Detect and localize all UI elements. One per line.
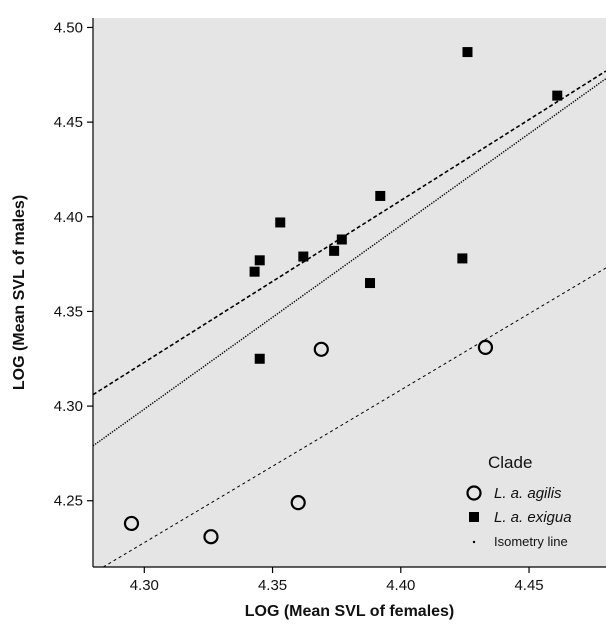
y-tick-label-3: 4.40 [54,209,83,226]
fit-lines [93,70,606,567]
point-exigua-9 [457,253,468,264]
legend-marker-agilis [466,485,482,501]
line-dashed-0 [93,70,606,396]
plot-area [93,18,606,567]
x-tick-label-2: 4.40 [386,577,415,594]
line-fine-dashed-2 [103,267,606,567]
point-exigua-8 [375,190,386,201]
point-agilis-1 [203,529,219,545]
legend-label-agilis: L. a. agilis [494,485,562,502]
y-tick-label-4: 4.45 [54,114,83,131]
point-exigua-4 [298,251,309,262]
y-tick-label-5: 4.50 [54,19,83,36]
point-agilis-2 [290,495,306,511]
point-agilis-0 [123,515,140,532]
y-tick-label-1: 4.30 [54,398,83,415]
legend-label-isometry: Isometry line [494,534,568,549]
point-agilis-4 [477,339,494,355]
legend: Clade L. a. agilis L. a. exigua Isometry… [466,453,572,549]
point-exigua-5 [329,245,340,256]
line-dotted-1 [93,78,606,447]
x-tick-label-3: 4.45 [514,577,543,594]
legend-marker-exigua [469,512,479,522]
point-exigua-3 [275,217,286,228]
x-axis-title: LOG (Mean SVL of females) [245,603,455,620]
y-axis-title: LOG (Mean SVL of males) [11,195,28,390]
point-exigua-10 [462,47,473,58]
point-exigua-7 [365,278,376,289]
axes: 4.30 4.35 4.40 4.45 4.25 4.30 4.35 4.40 4.45 4.50 [54,18,606,594]
y-tick-label-2: 4.35 [54,303,83,320]
x-tick-label-0: 4.30 [130,577,159,594]
point-exigua-0 [249,266,260,277]
point-agilis-3 [313,341,329,357]
point-exigua-2 [254,353,265,364]
point-exigua-1 [254,255,265,266]
point-exigua-6 [336,234,347,245]
legend-title: Clade [488,453,532,472]
y-tick-label-0: 4.25 [54,493,83,510]
legend-marker-isometry [472,540,476,544]
point-exigua-11 [552,90,563,101]
x-tick-label-1: 4.35 [258,577,287,594]
data-points [123,47,563,545]
legend-label-exigua: L. a. exigua [494,509,572,526]
